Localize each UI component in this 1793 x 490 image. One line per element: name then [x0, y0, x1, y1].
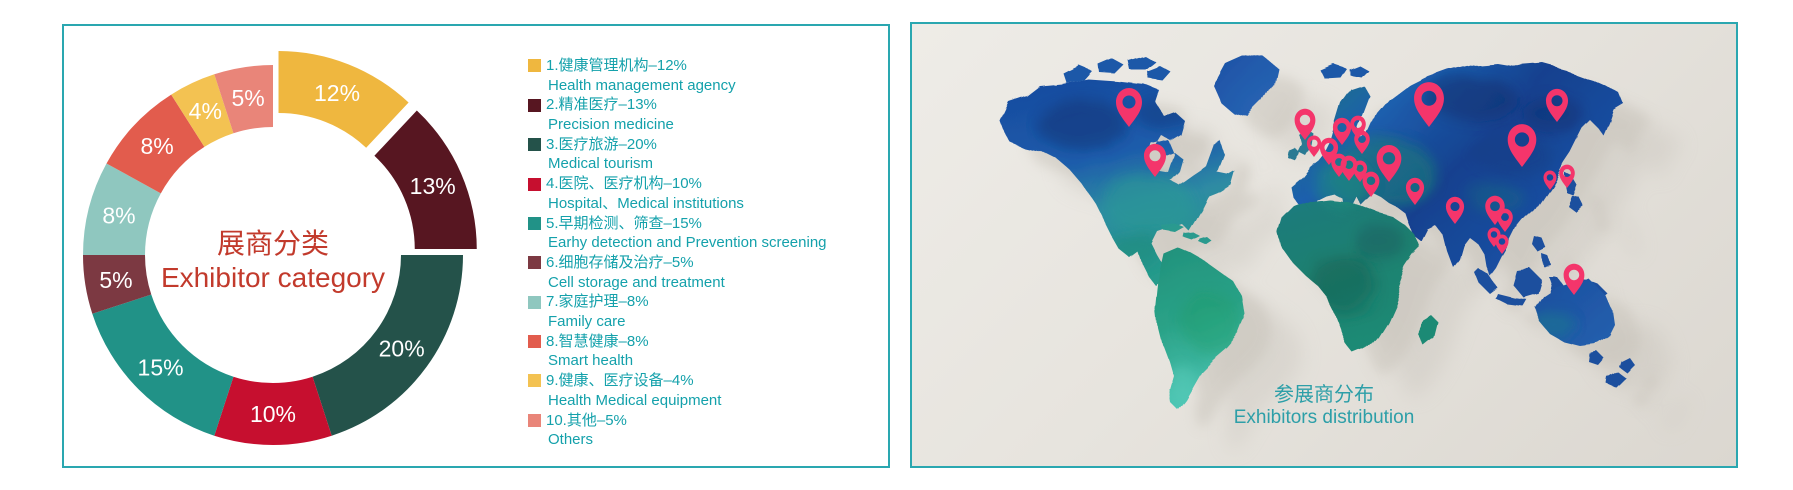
legend-label-en: Others — [548, 431, 594, 449]
legend-item-4: 4.医院、医疗机构–10% Hospital、Medical institutio… — [528, 174, 827, 213]
donut-segment-6 — [83, 255, 152, 314]
legend-color-swatch — [528, 98, 541, 112]
legend-label-en: Family care — [548, 313, 626, 331]
legend-label-en: Cell storage and treatment — [548, 273, 725, 291]
legend-label-zh: 4.医院、医疗机构–10% — [546, 175, 702, 193]
donut-percent-label: 8% — [102, 202, 135, 228]
donut-percent-label: 5% — [232, 85, 265, 111]
legend-label-zh: 6.细胞存储及治疗–5% — [546, 253, 694, 271]
legend-label-en: Precision medicine — [548, 116, 674, 134]
map-caption-zh: 参展商分布 — [1274, 384, 1374, 406]
legend-color-swatch — [528, 374, 541, 388]
donut-segment-8 — [106, 94, 205, 194]
donut-percent-label: 8% — [140, 133, 173, 159]
legend-label-zh: 1.健康管理机构–12% — [546, 57, 687, 74]
legend-item-8: 8.智慧健康–8% Smart health — [528, 332, 827, 371]
exhibitors-distribution-panel: 参展商分布 Exhibitors distribution — [910, 22, 1738, 468]
legend-item-7: 7.家庭护理–8% Family care — [528, 292, 827, 331]
donut-segment-7 — [83, 163, 161, 255]
donut-segment-4 — [214, 376, 332, 445]
legend-label-en: Hospital、Medical institutions — [548, 194, 744, 212]
donut-segment-3 — [312, 255, 463, 436]
donut-percent-label: 13% — [410, 173, 456, 199]
legend-color-swatch — [528, 138, 541, 152]
map-caption-en: Exhibitors distribution — [1233, 407, 1415, 428]
donut-percent-label: 10% — [250, 401, 296, 427]
legend-label-en: Smart health — [548, 352, 634, 370]
legend-label-en: Earhy detection and Prevention screening — [548, 234, 827, 252]
legend-label-zh: 10.其他–5% — [546, 411, 627, 429]
legend-label-zh: 8.智慧健康–8% — [546, 332, 649, 350]
map-caption: 参展商分布 Exhibitors distribution — [912, 384, 1736, 429]
donut-title-zh: 展商分类 — [216, 228, 329, 259]
exhibitor-category-panel: 12% 13% 20% 10% 15% 5% 8% 8% 4% 5% 展商分类 Exhibitor… — [62, 24, 890, 468]
legend-color-swatch — [528, 216, 541, 230]
legend-color-swatch — [528, 177, 541, 191]
legend-label-zh: 5.早期检测、筛查–15% — [546, 214, 702, 232]
legend-item-10: 10.其他–5% Others — [528, 411, 827, 450]
legend-label-zh: 9.健康、医疗设备–4% — [546, 372, 694, 390]
donut-segment-1 — [278, 51, 409, 148]
legend-label-en: Health management agency — [548, 76, 736, 94]
donut-segment-5 — [92, 294, 234, 436]
legend-item-6: 6.细胞存储及治疗–5% Cell storage and treatment — [528, 253, 827, 292]
donut-percent-label: 4% — [189, 98, 222, 124]
legend-item-5: 5.早期检测、筛查–15% Earhy detection and Prevent… — [528, 214, 827, 253]
donut-percent-label: 15% — [138, 354, 184, 380]
legend-color-swatch — [528, 256, 541, 270]
legend-color-swatch — [528, 295, 541, 309]
legend-item-2: 2.精准医疗–13% Precision medicine — [528, 95, 827, 134]
legend-color-swatch — [528, 413, 541, 427]
legend-color-swatch — [528, 59, 541, 73]
legend-item-9: 9.健康、医疗设备–4% Health Medical equipment — [528, 371, 827, 410]
legend-item-3: 3.医疗旅游–20% Medical tourism — [528, 135, 827, 174]
donut-segment-2 — [374, 110, 477, 250]
exhibitor-category-donut-chart: 12% 13% 20% 10% 15% 5% 8% 8% 4% 5% — [83, 51, 477, 445]
legend-item-1: 1.健康管理机构–12% Health management agency — [528, 56, 827, 95]
chart-legend: 1.健康管理机构–12% Health management agency 2.精准… — [528, 56, 827, 450]
donut-segment-10 — [214, 65, 273, 134]
donut-percent-label: 20% — [379, 335, 425, 361]
donut-center-title: 展商分类 Exhibitor category — [98, 227, 448, 295]
donut-segment-9 — [171, 74, 234, 147]
legend-label-zh: 3.医疗旅游–20% — [546, 135, 657, 153]
donut-percent-label: 5% — [99, 267, 132, 293]
legend-label-en: Medical tourism — [548, 155, 654, 173]
legend-label-zh: 2.精准医疗–13% — [546, 96, 657, 114]
donut-title-en: Exhibitor category — [160, 262, 386, 293]
legend-label-zh: 7.家庭护理–8% — [546, 293, 649, 311]
legend-label-en: Health Medical equipment — [548, 391, 722, 409]
donut-percent-label: 12% — [314, 80, 360, 106]
legend-color-swatch — [528, 335, 541, 349]
world-map — [1000, 53, 1690, 452]
